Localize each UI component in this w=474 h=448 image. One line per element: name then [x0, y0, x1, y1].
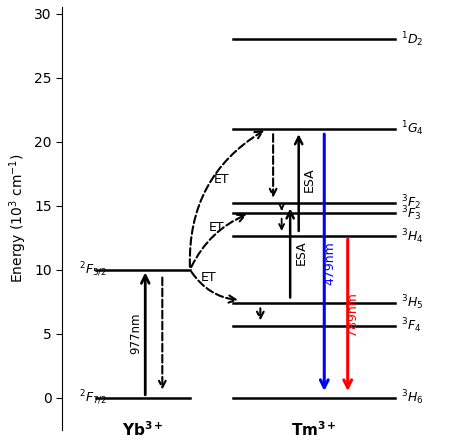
Text: $^1D_2$: $^1D_2$: [401, 30, 423, 48]
Text: 977nm: 977nm: [129, 313, 142, 354]
Text: ESA: ESA: [303, 168, 316, 192]
Text: $^3H_5$: $^3H_5$: [401, 293, 423, 312]
Text: $^1G_4$: $^1G_4$: [401, 120, 424, 138]
Text: ESA: ESA: [294, 241, 307, 265]
Text: 479nm: 479nm: [323, 241, 336, 285]
Text: $^3H_6$: $^3H_6$: [401, 388, 423, 407]
Text: $\bf{Yb^{3+}}$: $\bf{Yb^{3+}}$: [122, 421, 164, 439]
Text: $^3F_2$: $^3F_2$: [401, 194, 421, 212]
Text: $^3H_4$: $^3H_4$: [401, 227, 423, 246]
Text: ET: ET: [201, 271, 216, 284]
Text: ET: ET: [213, 172, 229, 185]
Text: $^2F_{5/2}$: $^2F_{5/2}$: [79, 260, 107, 279]
Text: ET: ET: [209, 221, 225, 234]
Text: $^3F_3$: $^3F_3$: [401, 204, 421, 223]
Text: $^2F_{7/2}$: $^2F_{7/2}$: [79, 388, 107, 407]
Y-axis label: Energy (10$^3$ cm$^{-1}$): Energy (10$^3$ cm$^{-1}$): [7, 154, 28, 283]
Text: 789nm: 789nm: [346, 293, 359, 336]
Text: $^3F_4$: $^3F_4$: [401, 317, 421, 336]
Text: $\bf{Tm^{3+}}$: $\bf{Tm^{3+}}$: [291, 421, 337, 439]
